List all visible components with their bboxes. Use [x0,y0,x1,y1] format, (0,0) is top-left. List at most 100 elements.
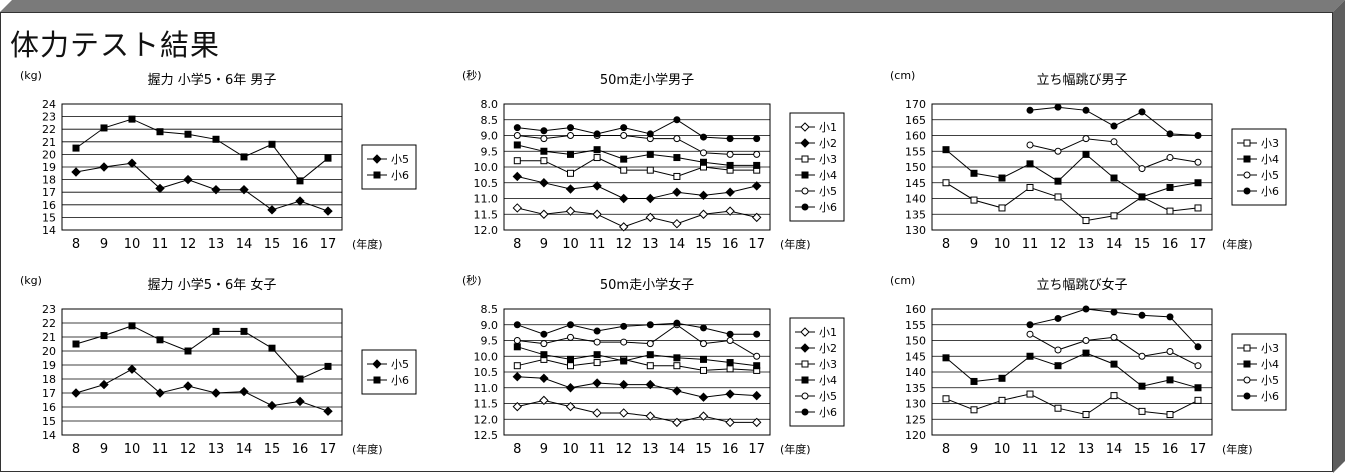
y-tick-label: 15 [42,415,56,428]
data-point [673,362,681,370]
data-point [540,157,548,165]
data-point [970,377,978,385]
series-1 [942,146,1202,201]
data-point [751,212,762,223]
data-point [296,177,304,185]
data-point [513,132,521,139]
data-point [1026,183,1034,191]
series-line [517,346,757,367]
data-point [513,362,521,370]
data-point [267,400,277,411]
data-point [751,181,762,191]
data-point [1194,396,1202,404]
series-3 [513,141,761,169]
x-tick-label: 14 [669,237,686,252]
data-point [1054,346,1062,354]
y-tick-label: 12.0 [474,413,499,426]
y-tick-label: 11.0 [474,193,499,206]
y-tick-label: 11.0 [474,382,499,395]
legend-label: 小6 [819,406,837,419]
data-point [1082,106,1090,114]
y-tick-label: 160 [905,303,926,316]
data-point [1110,308,1118,316]
data-point [725,187,735,197]
legend-marker [1243,171,1251,179]
data-point [1166,376,1174,384]
data-point [700,133,707,141]
data-point [513,321,521,329]
data-point [1166,348,1174,356]
legend-label: 小6 [1261,390,1279,403]
data-point [753,150,761,158]
data-point [593,338,601,346]
data-point [753,135,761,143]
x-tick-label: 8 [513,237,521,252]
series-line [1029,106,1199,136]
data-point [1082,305,1090,313]
y-tick-label: 125 [905,413,926,426]
data-point [726,365,734,373]
y-unit-label: (cm) [890,70,915,82]
series-line [75,325,329,380]
data-point [725,206,735,216]
y-tick-label: 12.5 [474,429,499,442]
data-point [268,344,276,352]
data-point [673,116,681,124]
data-point [620,322,628,330]
y-tick-label: 155 [905,319,926,332]
y-tick-label: 8.5 [481,114,499,127]
x-tick-label: 10 [994,442,1011,457]
data-point [726,150,734,158]
data-point [539,373,549,384]
y-tick-label: 155 [905,145,926,158]
series-0 [942,179,1202,225]
data-point [212,327,220,335]
x-tick-label: 11 [1022,442,1039,457]
x-tick-label: 8 [72,442,80,457]
legend-marker [1243,360,1251,368]
y-tick-label: 9.5 [481,335,499,348]
data-point [942,354,950,362]
data-point [323,206,333,216]
data-point [239,184,249,195]
data-point [1026,141,1034,149]
x-axis-label: (年度) [352,442,383,456]
x-tick-label: 16 [1162,442,1179,457]
data-point [127,158,137,168]
data-point [620,338,628,346]
legend-marker [800,138,810,148]
data-point [700,355,707,363]
data-point [155,183,165,194]
series-line [517,399,757,423]
data-point [1138,108,1146,116]
data-point [156,336,164,344]
data-point [1082,349,1090,357]
chart-jump-girls: (cm) 立ち幅跳び女子 160 155 150 145 140 135 130 125 120 8 9… [890,275,1287,457]
data-point [942,395,950,403]
x-tick-label: 17 [320,442,337,457]
frame-right-bevel [1333,0,1345,473]
data-point [1082,150,1090,158]
data-point [620,155,628,163]
data-point [593,327,601,335]
data-point [751,390,762,401]
data-point [296,375,304,383]
data-point [700,340,707,348]
x-tick-label: 8 [942,237,950,252]
legend-marker [373,376,381,384]
legend-marker [801,187,809,195]
data-point [726,330,734,338]
series-0 [942,390,1202,419]
series-1 [512,171,762,204]
data-point [1026,352,1034,360]
x-tick-label: 14 [236,442,253,457]
data-point [540,135,548,143]
data-point [751,417,762,428]
data-point [753,161,761,169]
data-point [726,337,734,344]
y-tick-label: 24 [42,98,56,111]
x-tick-label: 8 [72,237,80,252]
legend-marker [1243,139,1251,147]
data-point [99,379,109,390]
data-point [71,167,81,177]
